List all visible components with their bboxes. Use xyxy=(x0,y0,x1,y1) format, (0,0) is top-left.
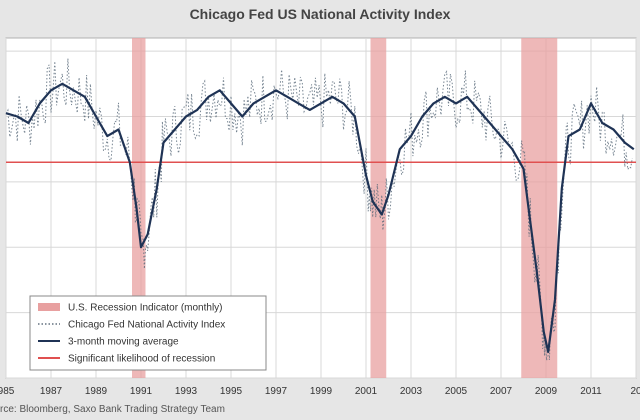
legend-label: U.S. Recession Indicator (monthly) xyxy=(68,303,223,314)
legend-swatch-band xyxy=(38,303,60,311)
x-tick-label: 20 xyxy=(630,386,640,397)
x-tick-label: 1999 xyxy=(310,386,333,397)
legend-label: Chicago Fed National Activity Index xyxy=(68,320,225,331)
legend-box xyxy=(29,295,267,371)
source-note: rce: Bloomberg, Saxo Bank Trading Strate… xyxy=(0,404,225,415)
x-tick-label: 1991 xyxy=(130,386,153,397)
x-tick-label: 2009 xyxy=(535,386,558,397)
x-tick-label: 2007 xyxy=(490,386,513,397)
recession-band xyxy=(132,38,146,378)
x-tick-label: 2011 xyxy=(580,386,602,397)
x-tick-label: 1989 xyxy=(85,386,108,397)
chart-title: Chicago Fed US National Activity Index xyxy=(189,6,451,22)
x-tick-label: 1987 xyxy=(40,386,63,397)
x-tick-label: 1997 xyxy=(265,386,288,397)
x-tick-label: 985 xyxy=(0,386,15,397)
legend-label: Significant likelihood of recession xyxy=(68,354,215,365)
x-tick-label: 2001 xyxy=(355,386,378,397)
x-tick-label: 1995 xyxy=(220,386,243,397)
x-tick-label: 2005 xyxy=(445,386,468,397)
x-tick-label: 1993 xyxy=(175,386,198,397)
legend-label: 3-month moving average xyxy=(68,337,179,348)
series-moving-average-line xyxy=(5,82,635,353)
x-tick-label: 2003 xyxy=(400,386,423,397)
